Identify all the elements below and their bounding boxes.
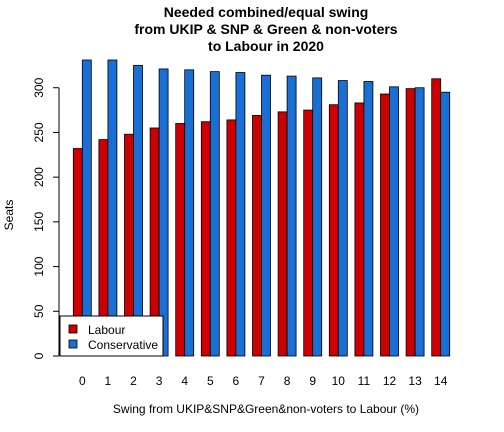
- y-tick-label-100: 100: [32, 256, 46, 276]
- bar-labour-9: [303, 109, 314, 357]
- y-axis: 0 50 100 150 200 250 300: [32, 77, 60, 359]
- y-axis-label: Seats: [2, 200, 16, 231]
- x-tick-label-6: 6: [233, 374, 240, 388]
- x-tick-label-1: 1: [105, 374, 112, 388]
- x-tick-label-0: 0: [79, 374, 86, 388]
- bar-conservative-12: [389, 86, 399, 357]
- chart-title-line-3: to Labour in 2020: [208, 38, 324, 54]
- x-tick-label-13: 13: [408, 374, 422, 388]
- x-tick-label-3: 3: [156, 374, 163, 388]
- chart-title-line-2: from UKIP & SNP & Green & non-voters: [134, 21, 397, 37]
- bar-labour-8: [277, 111, 288, 357]
- x-tick-label-2: 2: [130, 374, 137, 388]
- legend-swatch-conservative: [68, 339, 78, 349]
- y-tick-label-300: 300: [32, 77, 46, 97]
- bar-conservative-2: [133, 64, 143, 357]
- bar-conservative-13: [414, 87, 425, 357]
- legend-box: [59, 315, 164, 357]
- bar-labour-11: [354, 102, 365, 357]
- x-tick-label-7: 7: [258, 374, 265, 388]
- y-tick-label-200: 200: [32, 167, 46, 187]
- legend: Labour Conservative: [59, 315, 164, 357]
- bar-conservative-14: [440, 91, 451, 357]
- bar-conservative-3: [158, 68, 169, 357]
- x-axis-label: Swing from UKIP&SNP&Green&non-voters to …: [113, 402, 419, 416]
- x-tick-label-14: 14: [434, 374, 448, 388]
- x-tick-label-4: 4: [181, 374, 188, 388]
- x-tick-label-5: 5: [207, 374, 214, 388]
- bar-conservative-11: [363, 81, 374, 357]
- legend-swatch-labour: [68, 324, 78, 334]
- x-tick-label-11: 11: [358, 374, 371, 388]
- bar-conservative-5: [209, 71, 220, 357]
- bar-labour-6: [226, 119, 237, 357]
- x-tick-label-8: 8: [284, 374, 291, 388]
- x-tick-label-10: 10: [332, 374, 346, 388]
- bar-conservative-1: [107, 59, 118, 357]
- bar-labour-13: [405, 88, 416, 357]
- y-tick-label-0: 0: [32, 352, 46, 359]
- legend-label-labour: Labour: [88, 323, 125, 337]
- y-tick-label-250: 250: [32, 122, 46, 142]
- bar-conservative-10: [337, 80, 348, 357]
- bar-labour-12: [380, 93, 390, 357]
- bar-conservative-8: [286, 75, 297, 357]
- chart-title-line-1: Needed combined/equal swing: [164, 4, 369, 20]
- bar-conservative-9: [312, 77, 323, 357]
- bar-labour-14: [431, 78, 442, 357]
- x-tick-label-12: 12: [383, 374, 397, 388]
- bar-labour-7: [252, 115, 262, 357]
- x-axis-tick-labels: 0 1 2 3 4 5 6 7 8 9 10 11 12 13 14: [79, 374, 448, 388]
- bar-conservative-0: [81, 59, 92, 357]
- bar-conservative-7: [261, 74, 271, 357]
- x-tick-label-9: 9: [309, 374, 316, 388]
- y-tick-label-50: 50: [32, 304, 46, 318]
- y-tick-label-150: 150: [32, 212, 46, 232]
- bar-labour-5: [200, 121, 211, 357]
- bar-conservative-4: [184, 69, 195, 357]
- bars-group: [72, 59, 451, 357]
- bar-labour-10: [328, 104, 339, 357]
- legend-label-conservative: Conservative: [88, 338, 158, 352]
- bar-labour-4: [175, 123, 186, 357]
- bar-conservative-6: [235, 72, 246, 357]
